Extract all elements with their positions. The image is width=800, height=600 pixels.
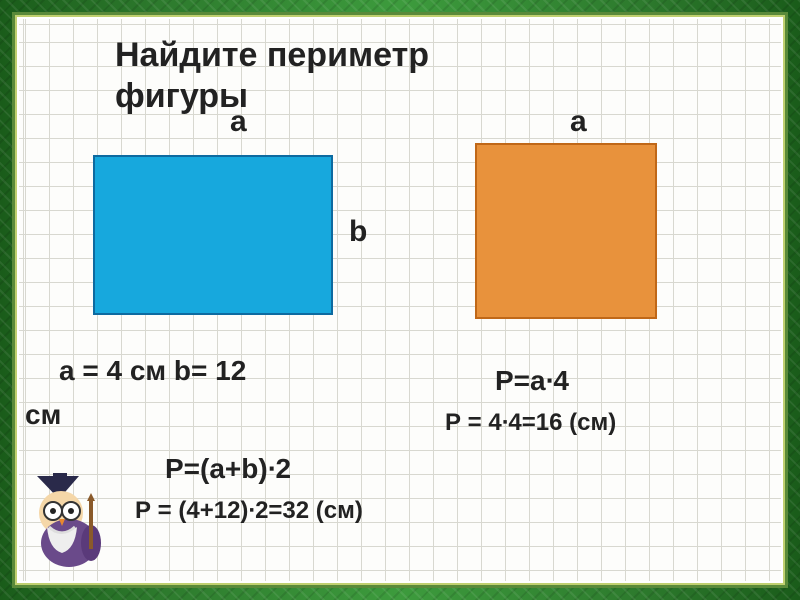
label-a-left: а [230,105,247,139]
label-a-right: а [570,105,587,139]
blue-rectangle [93,155,333,315]
owl-professor-icon [29,471,119,571]
decorative-border: Найдите периметр фигуры а а b а = 4 см b… [0,0,800,600]
slide-content: Найдите периметр фигуры а а b а = 4 см b… [15,15,785,585]
grid-paper: Найдите периметр фигуры а а b а = 4 см b… [12,12,788,588]
slide-title: Найдите периметр фигуры [115,35,429,117]
left-values-line2: см [25,399,61,431]
left-calc: Р = (4+12)∙2=32 (см) [135,497,363,525]
label-b: b [349,215,367,249]
left-values-line1: а = 4 см b= 12 [59,355,246,387]
right-calc: Р = 4∙4=16 (см) [445,409,616,437]
right-formula: Р=а∙4 [495,365,569,397]
orange-square [475,143,657,319]
left-formula: Р=(a+b)∙2 [165,453,291,485]
